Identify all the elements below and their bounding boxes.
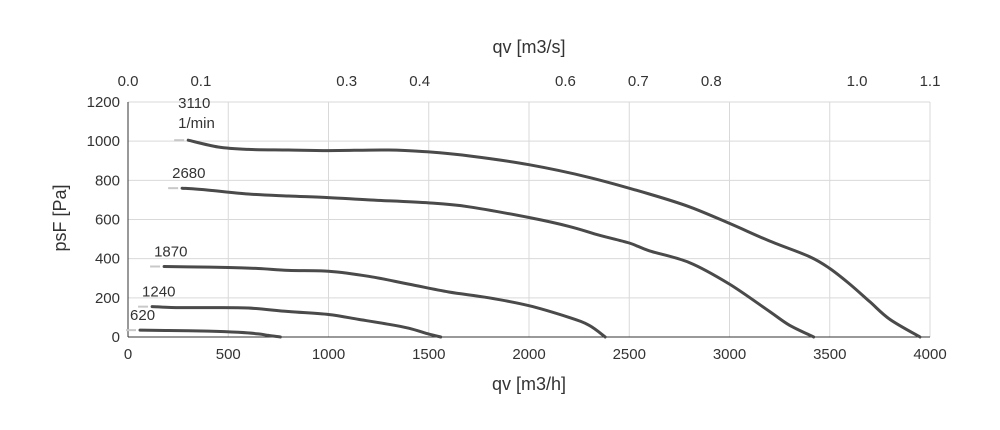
- top-tick-label: 0.8: [701, 73, 722, 90]
- top-tick-label: 0.1: [190, 73, 211, 90]
- top-tick-label: 0.0: [118, 73, 139, 90]
- x-tick-label: 3500: [813, 346, 846, 363]
- y-tick-label: 600: [95, 212, 120, 229]
- top-tick-label: 0.6: [555, 73, 576, 90]
- top-tick-label: 0.7: [628, 73, 649, 90]
- x-axis-title-top: qv [m3/s]: [492, 37, 565, 57]
- y-axis-title: psF [Pa]: [50, 184, 70, 251]
- x-axis-title-bottom: qv [m3/h]: [492, 374, 566, 394]
- y-tick-label: 800: [95, 172, 120, 189]
- x-tick-label: 4000: [913, 346, 946, 363]
- curve-label-1870: 1870: [154, 244, 187, 261]
- y-tick-label: 400: [95, 251, 120, 268]
- curves: [126, 138, 922, 339]
- curve-labels: 3110 1/min 2680 1870 1240 620: [130, 95, 215, 324]
- x-tick-label: 1500: [412, 346, 445, 363]
- top-tick-label: 1.1: [920, 73, 941, 90]
- curve-1870: [162, 265, 607, 339]
- curve-2680: [180, 186, 816, 339]
- curve-label-3110: 3110: [178, 95, 210, 112]
- x-tick-label: 500: [216, 346, 241, 363]
- x-tick-label: 3000: [713, 346, 746, 363]
- tick-labels: 0 500 1000 1500 2000 2500 3000 3500 4000 0 200 400 6…: [87, 73, 947, 363]
- curve-label-2680: 2680: [172, 165, 205, 182]
- top-tick-label: 1.0: [847, 73, 868, 90]
- curve-620: [138, 328, 282, 339]
- curve-label-1240: 1240: [142, 284, 175, 301]
- x-tick-label: 1000: [312, 346, 345, 363]
- x-tick-label: 0: [124, 346, 132, 363]
- curve-3110: [186, 138, 922, 339]
- curve-unit-label: 1/min: [178, 115, 215, 132]
- grid: [127, 101, 931, 338]
- y-tick-label: 200: [95, 290, 120, 307]
- curve-1240: [150, 305, 443, 339]
- axes: [127, 102, 930, 338]
- top-tick-label: 0.3: [336, 73, 357, 90]
- y-tick-label: 1200: [87, 94, 120, 111]
- x-tick-label: 2000: [512, 346, 545, 363]
- y-tick-label: 1000: [87, 133, 120, 150]
- x-tick-label: 2500: [613, 346, 646, 363]
- top-tick-label: 0.4: [409, 73, 430, 90]
- curve-label-620: 620: [130, 307, 155, 324]
- y-tick-label: 0: [112, 329, 120, 346]
